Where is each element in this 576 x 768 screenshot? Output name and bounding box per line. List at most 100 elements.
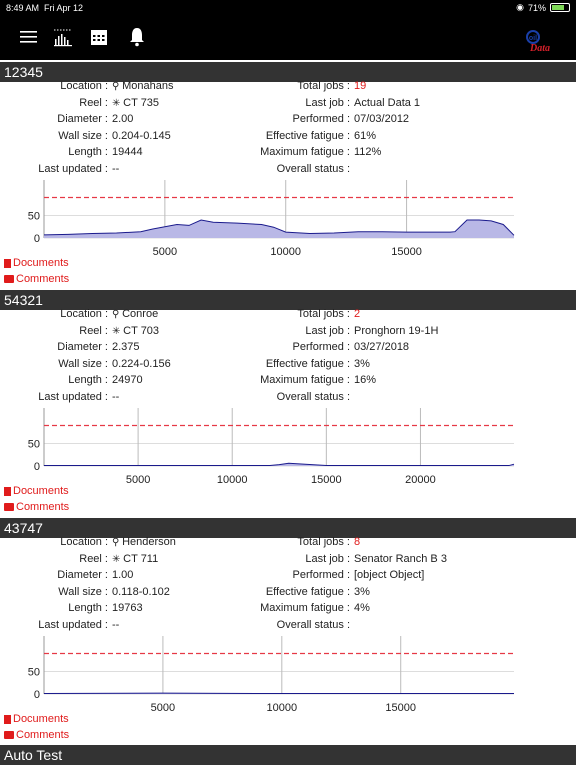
document-icon	[4, 714, 11, 724]
document-icon	[4, 258, 11, 268]
diameter-value: 2.00	[112, 113, 134, 126]
reel-label: Reel :	[79, 96, 108, 109]
x-tick-label: 10000	[267, 702, 298, 714]
status-bar: 8:49 AM Fri Apr 12 ◉ 71%	[0, 0, 576, 16]
length-label: Length :	[68, 374, 108, 387]
y-tick-label: 0	[34, 461, 40, 473]
comment-icon	[4, 731, 14, 739]
documents-link[interactable]: Documents	[4, 257, 69, 269]
x-tick-label: 15000	[385, 702, 416, 714]
performed-label: Performed :	[292, 113, 350, 126]
fatigue-line	[43, 219, 515, 236]
location-label: Location :	[60, 308, 108, 320]
overall-label: Overall status :	[276, 163, 350, 175]
eff_fatigue-value: 3%	[354, 585, 370, 598]
x-tick-label: 15000	[311, 474, 342, 486]
wall-value: 0.204-0.145	[112, 129, 171, 142]
last_updated-label: Last updated :	[38, 391, 108, 403]
diameter-value: 2.375	[112, 341, 140, 354]
reel-icon: ✳	[112, 97, 124, 109]
last_updated-label: Last updated :	[38, 619, 108, 631]
fatigue-line	[44, 462, 515, 467]
eff_fatigue-label: Effective fatigue :	[265, 129, 350, 142]
calendar-icon[interactable]	[88, 26, 110, 48]
last_job-value: Senator Ranch B 3	[354, 552, 447, 565]
coil-data-logo: oil Data	[524, 26, 558, 54]
comment-icon	[4, 275, 14, 283]
eff_fatigue-label: Effective fatigue :	[265, 357, 350, 370]
section-header-auto-test[interactable]: Auto Test	[0, 745, 576, 765]
last_job-label: Last job :	[305, 96, 350, 109]
max_fatigue-value: 4%	[354, 602, 370, 615]
documents-link[interactable]: Documents	[4, 713, 69, 725]
svg-text:Data: Data	[529, 43, 550, 54]
comments-link[interactable]: Comments	[4, 729, 69, 741]
last_updated-value: --	[112, 619, 120, 631]
svg-text:oil: oil	[529, 35, 537, 42]
x-tick-label: 10000	[217, 474, 248, 486]
wifi-icon: ◉	[516, 2, 524, 12]
section-header-reel[interactable]: 54321	[0, 290, 576, 310]
length-value: 19763	[112, 602, 143, 615]
document-icon	[4, 486, 11, 496]
menu-icon[interactable]	[18, 26, 40, 48]
fatigue-chart: 0 50 5000 10000 15000 20000	[28, 408, 515, 486]
location-pin-icon: ⚲	[112, 537, 123, 548]
y-tick-label: 50	[28, 211, 40, 223]
x-tick-label: 5000	[153, 246, 177, 258]
reel-icon: ✳	[112, 553, 124, 565]
length-value: 24970	[112, 374, 143, 387]
x-tick-label: 15000	[391, 246, 422, 258]
section-header-reel[interactable]: 43747	[0, 518, 576, 538]
total_jobs-value: 2	[354, 308, 361, 320]
last_updated-value: --	[112, 163, 120, 175]
eff_fatigue-value: 3%	[354, 357, 370, 370]
reel-label: Reel :	[79, 552, 108, 565]
fatigue-area	[44, 220, 514, 238]
performed-value: 07/03/2012	[354, 113, 410, 126]
bar-chart-icon[interactable]	[52, 26, 74, 48]
documents-link[interactable]: Documents	[4, 485, 69, 497]
location-label: Location :	[60, 80, 108, 92]
reel-icon: ✳	[112, 325, 124, 337]
total_jobs-label: Total jobs :	[297, 80, 350, 92]
wall-label: Wall size :	[58, 585, 108, 598]
y-tick-label: 0	[34, 689, 40, 701]
wall-value: 0.118-0.102	[112, 585, 170, 598]
x-tick-label: 5000	[151, 702, 175, 714]
wall-value: 0.224-0.156	[112, 357, 171, 370]
wall-label: Wall size :	[58, 129, 108, 142]
performed-label: Performed :	[292, 569, 350, 582]
last_updated-label: Last updated :	[38, 163, 108, 175]
length-label: Length :	[68, 602, 108, 615]
last_job-value: Actual Data 1	[354, 96, 421, 109]
total_jobs-value: 19	[354, 80, 367, 92]
battery-indicator: ◉ 71%	[516, 2, 570, 13]
last_job-label: Last job :	[305, 324, 350, 337]
location-value: ⚲ Conroe	[112, 308, 159, 320]
total_jobs-label: Total jobs :	[297, 308, 350, 320]
section-header-reel[interactable]: 12345	[0, 62, 576, 82]
max_fatigue-label: Maximum fatigue :	[260, 374, 350, 387]
x-tick-label: 5000	[126, 474, 150, 486]
diameter-label: Diameter :	[57, 341, 108, 354]
location-pin-icon: ⚲	[112, 309, 123, 320]
last_updated-value: --	[112, 391, 120, 403]
status-time: 8:49 AM Fri Apr 12	[6, 3, 84, 13]
diameter-value: 1.00	[112, 569, 134, 582]
x-tick-label: 20000	[405, 474, 436, 486]
y-tick-label: 0	[34, 233, 40, 245]
reel-label: Reel :	[79, 324, 108, 337]
total_jobs-value: 8	[354, 536, 361, 548]
last_job-value: Pronghorn 19-1H	[354, 324, 439, 337]
comments-link[interactable]: Comments	[4, 501, 69, 513]
overall-label: Overall status :	[276, 619, 350, 631]
performed-label: Performed :	[292, 341, 350, 354]
comments-link[interactable]: Comments	[4, 273, 69, 285]
total_jobs-label: Total jobs :	[297, 536, 350, 548]
bell-icon[interactable]	[126, 26, 148, 48]
comment-icon	[4, 503, 14, 511]
reel-value: ✳ CT 735	[112, 96, 160, 109]
length-label: Length :	[68, 146, 108, 159]
reel-value: ✳ CT 711	[112, 552, 159, 565]
